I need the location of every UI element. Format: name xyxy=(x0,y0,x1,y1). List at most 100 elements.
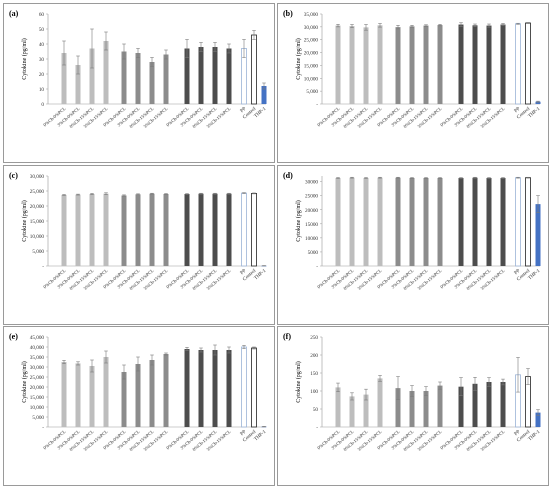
bar xyxy=(149,360,155,427)
bar-pp xyxy=(241,346,247,428)
y-tick-label: - xyxy=(316,425,318,431)
bar xyxy=(184,349,190,427)
y-tick-label: 30,000 xyxy=(304,25,319,31)
y-tick-label: 30,000 xyxy=(30,365,45,371)
bar xyxy=(163,194,169,266)
bar xyxy=(212,47,218,104)
y-axis-label: Cytokine (pg/ml) xyxy=(21,200,28,242)
y-tick-label: 25,000 xyxy=(30,189,45,195)
x-tick-label: PP xyxy=(240,430,248,438)
bar xyxy=(486,25,492,105)
bar xyxy=(226,48,232,104)
panel-label: (a) xyxy=(9,9,19,18)
chart-svg: (c) Cytokine (pg/ml) - 5,000 10,000 15,000 20,… xyxy=(9,171,268,291)
bar xyxy=(135,194,141,266)
y-tick-label: 25000 xyxy=(305,194,318,200)
y-tick-label: 30 xyxy=(39,57,45,63)
bar xyxy=(349,26,355,104)
y-tick-label: 10,000 xyxy=(304,76,319,82)
bar-pp xyxy=(515,177,521,267)
bar xyxy=(226,193,232,266)
y-tick-label: 20,000 xyxy=(30,385,45,391)
bar-control xyxy=(525,22,531,105)
bar-pp xyxy=(241,192,247,267)
panel-label: (e) xyxy=(9,332,18,341)
y-tick-label: 30,000 xyxy=(30,174,45,180)
bar xyxy=(395,388,401,427)
bar-control xyxy=(525,177,531,267)
bar xyxy=(184,194,190,266)
y-tick-label: 0 xyxy=(41,102,44,108)
y-tick-label: 40 xyxy=(39,42,45,48)
bar xyxy=(89,194,95,266)
bar xyxy=(89,48,95,104)
bar-control xyxy=(251,347,257,428)
x-tick-label: THP-1 xyxy=(528,268,542,281)
bar xyxy=(61,53,67,104)
y-tick-label: 50 xyxy=(39,27,45,33)
y-axis-label: Cytokine (pg/ml) xyxy=(21,38,28,80)
y-tick-label: 10 xyxy=(39,87,45,93)
bar xyxy=(163,354,169,427)
y-tick-label: 200 xyxy=(310,353,318,359)
bar xyxy=(349,177,355,266)
chart-svg: (e) Cytokine (pg/ml) - 5,000 10,000 15,000 20,… xyxy=(9,332,268,452)
bar xyxy=(184,48,190,104)
bar xyxy=(472,383,478,427)
y-axis-label: Cytokine (pg/ml) xyxy=(295,361,302,403)
bar xyxy=(61,362,67,427)
bar xyxy=(363,27,369,104)
y-tick-label: 40,000 xyxy=(30,345,45,351)
y-tick-label: 20,000 xyxy=(30,204,45,210)
bar xyxy=(377,378,383,427)
y-tick-label: 5,000 xyxy=(32,415,44,421)
bar xyxy=(423,25,429,105)
bar xyxy=(89,366,95,427)
y-tick-label: 20 xyxy=(39,72,45,78)
y-tick-label: - xyxy=(42,264,44,270)
y-tick-label: 25,000 xyxy=(30,375,45,381)
x-tick-label: PP xyxy=(514,269,522,277)
y-tick-label: 30000 xyxy=(305,180,318,186)
bar xyxy=(395,177,401,266)
y-tick-label: 20000 xyxy=(305,208,318,214)
bar xyxy=(437,177,443,266)
y-tick-label: 100 xyxy=(310,389,318,395)
x-tick-label: THP-1 xyxy=(528,106,542,119)
bar xyxy=(103,357,109,427)
y-tick-label: 250 xyxy=(310,335,318,341)
x-tick-label: THP-1 xyxy=(254,268,268,281)
bar xyxy=(75,65,81,104)
bar xyxy=(226,350,232,427)
bar xyxy=(437,25,443,104)
chart-svg: (b) Cytokine (pg/ml) - 5,000 10,000 15,000 20,… xyxy=(283,9,542,129)
bar xyxy=(423,177,429,266)
y-tick-label: 45,000 xyxy=(30,335,45,341)
bar xyxy=(121,51,127,104)
y-tick-label: 10,000 xyxy=(30,405,45,411)
bar xyxy=(395,27,401,104)
y-tick-label: - xyxy=(42,425,44,431)
bar xyxy=(75,194,81,266)
y-tick-label: 50 xyxy=(313,407,319,413)
bar xyxy=(212,350,218,427)
bar xyxy=(458,386,464,427)
bar xyxy=(377,25,383,104)
panel-b: (b) Cytokine (pg/ml) - 5,000 10,000 15,000 20,… xyxy=(277,3,549,163)
y-tick-label: 5,000 xyxy=(32,249,44,255)
bar xyxy=(121,372,127,427)
bar xyxy=(437,385,443,427)
y-axis-label: Cytokine (pg/ml) xyxy=(295,38,302,80)
panel-label: (b) xyxy=(283,9,293,18)
y-tick-label: 10000 xyxy=(305,236,318,242)
bar xyxy=(198,193,204,266)
bar-control xyxy=(251,34,257,105)
x-tick-label: PP xyxy=(240,269,248,277)
bar xyxy=(409,391,415,427)
bar xyxy=(486,177,492,266)
panel-a: (a) Cytokine (pg/ml) 0 10 20 30 40 50 60 0%Ch-0%P… xyxy=(3,3,275,163)
y-tick-label: 5000 xyxy=(308,250,319,256)
y-tick-label: 15,000 xyxy=(30,395,45,401)
panel-label: (f) xyxy=(283,332,291,341)
bar xyxy=(486,382,492,427)
